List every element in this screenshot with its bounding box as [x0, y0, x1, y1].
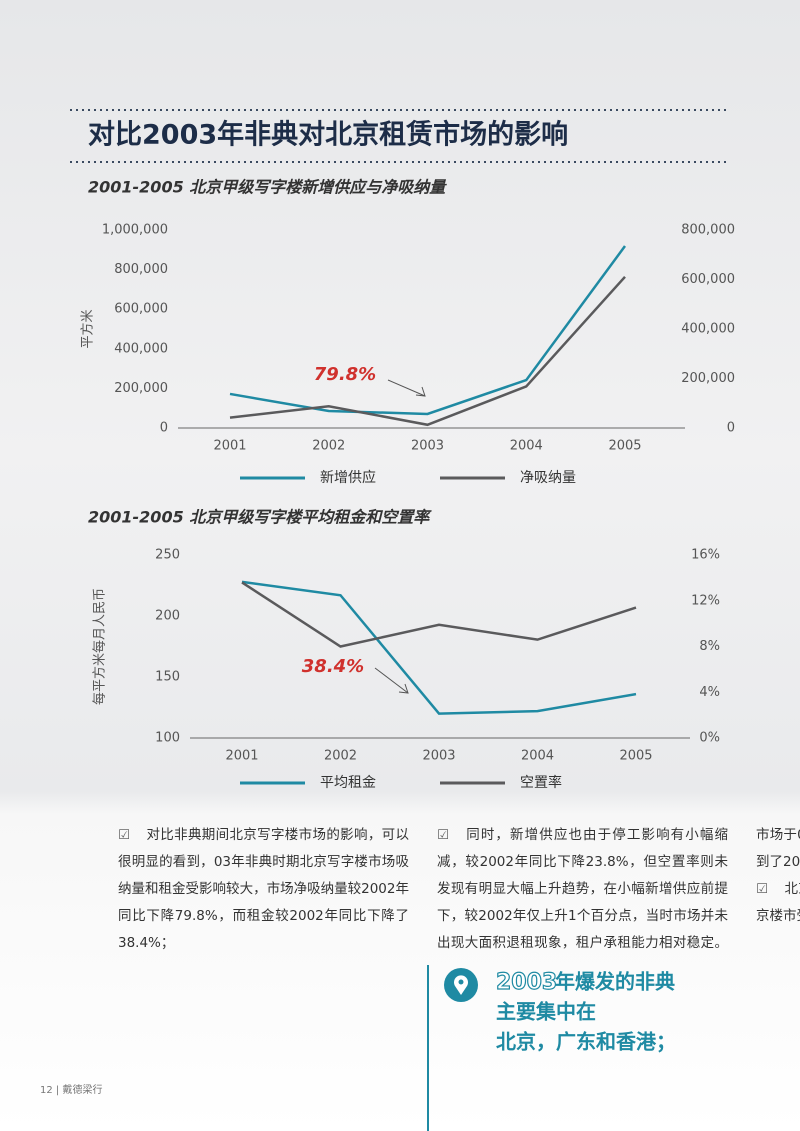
y-axis-label: 平方米 — [80, 309, 96, 348]
x-tick-label: 2005 — [619, 749, 652, 764]
y-tick-label: 400,000 — [114, 341, 168, 356]
y2-tick-label: 12% — [691, 593, 720, 608]
y-tick-label: 250 — [155, 548, 180, 563]
pin-icon — [454, 975, 469, 995]
footer: 12 | 戴德梁行 — [40, 1083, 102, 1096]
y2-tick-label: 600,000 — [681, 272, 735, 287]
annotation-arrow — [374, 667, 409, 694]
y2-tick-label: 0 — [727, 421, 735, 436]
y-tick-label: 600,000 — [114, 302, 168, 317]
y-tick-label: 200 — [155, 609, 180, 624]
x-tick-label: 2004 — [521, 749, 554, 764]
y-tick-label: 200,000 — [114, 381, 168, 396]
annotation-arrow — [415, 386, 426, 397]
callout-line: 年爆发的非典 — [555, 970, 675, 994]
x-tick-label: 2003 — [422, 749, 455, 764]
annotation: 38.4% — [302, 656, 364, 677]
x-tick-label: 2003 — [411, 439, 444, 454]
y2-tick-label: 200,000 — [681, 371, 735, 386]
x-tick-label: 2001 — [213, 439, 246, 454]
y-tick-label: 1,000,000 — [102, 223, 168, 238]
chart-title: 2001-2005 北京甲级写字楼新增供应与净吸纳量 — [88, 178, 447, 197]
y-axis-label: 每平方米每月人民币 — [92, 588, 108, 705]
y2-tick-label: 800,000 — [681, 223, 735, 238]
annotation-arrow — [398, 683, 409, 694]
y-tick-label: 0 — [160, 421, 168, 436]
legend-label: 新增供应 — [320, 469, 376, 486]
series-line — [241, 580, 637, 715]
legend-label: 空置率 — [520, 774, 562, 791]
body-text: 对比非典期间北京写字楼市场的影响，可以很明显的看到，03年非典时期北京写字楼市场… — [118, 822, 800, 962]
y2-tick-label: 400,000 — [681, 322, 735, 337]
annotation: 79.8% — [314, 364, 376, 385]
x-tick-label: 2002 — [312, 439, 345, 454]
chart-title: 2001-2005 北京甲级写字楼平均租金和空置率 — [88, 508, 432, 527]
series-line — [241, 581, 637, 648]
callout-line: 主要集中在 — [496, 1000, 596, 1024]
x-tick-label: 2001 — [225, 749, 258, 764]
x-tick-label: 2004 — [510, 439, 543, 454]
y2-tick-label: 16% — [691, 548, 720, 563]
y2-tick-label: 0% — [699, 731, 720, 746]
y-tick-label: 100 — [155, 731, 180, 746]
series-line — [229, 245, 627, 416]
y2-tick-label: 8% — [699, 639, 720, 654]
paragraph: 同时，新增供应也由于停工影响有小幅缩减，较2002年同比下降23.8%，但空置率… — [437, 822, 800, 962]
x-tick-label: 2005 — [608, 439, 641, 454]
paragraph: 北京不属于此次疫情的重灾区，因而预计北京楼市受到的影响会短于非典时期。 — [756, 876, 800, 930]
y2-tick-label: 4% — [699, 685, 720, 700]
pin-icon — [458, 979, 464, 985]
y-tick-label: 800,000 — [114, 262, 168, 277]
x-tick-label: 2002 — [324, 749, 357, 764]
y-tick-label: 150 — [155, 670, 180, 685]
series-line — [229, 275, 626, 427]
paragraph: 对比非典期间北京写字楼市场的影响，可以很明显的看到，03年非典时期北京写字楼市场… — [118, 822, 409, 957]
callout-line: 北京，广东和香港； — [496, 1030, 676, 1054]
callout-highlight: 2003 — [496, 970, 557, 995]
legend-label: 平均租金 — [320, 775, 376, 791]
heading: 对比2003年非典对北京租赁市场的影响 — [88, 119, 568, 151]
annotation-arrow — [387, 379, 426, 397]
legend-label: 净吸纳量 — [520, 470, 576, 486]
